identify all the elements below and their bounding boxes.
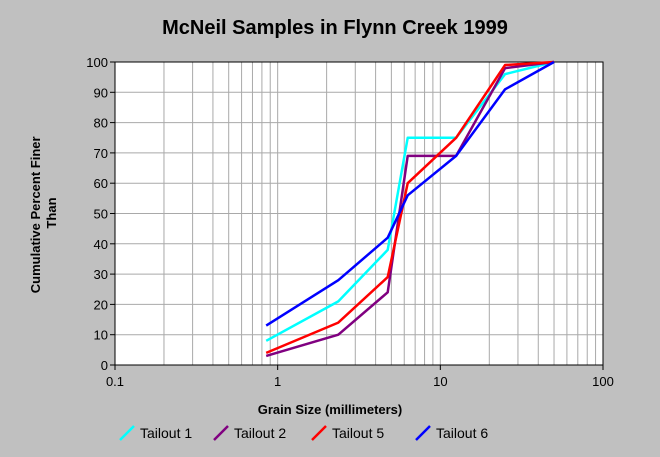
y-tick-label: 10	[94, 328, 108, 343]
legend-label: Tailout 6	[436, 425, 488, 441]
legend-swatch	[213, 425, 229, 441]
x-tick-label: 1	[274, 374, 281, 389]
series-line-4	[265, 60, 555, 327]
y-axis-title-line-2: Than	[44, 197, 59, 228]
legend-item-4: Tailout 6	[415, 425, 488, 441]
y-tick-label: 80	[94, 116, 108, 131]
series-line-3	[265, 60, 555, 355]
chart-title: McNeil Samples in Flynn Creek 1999	[162, 17, 508, 39]
y-tick-label: 60	[94, 176, 108, 191]
y-axis-title: Cumulative Percent Finer Than	[28, 133, 59, 293]
series-line-1	[265, 60, 555, 342]
x-axis-title: Grain Size (millimeters)	[258, 402, 403, 417]
x-tick-label: 0.1	[106, 374, 124, 389]
y-tick-label: 30	[94, 267, 108, 282]
series-line-2	[265, 60, 555, 358]
y-tick-label: 70	[94, 146, 108, 161]
y-tick-label: 40	[94, 237, 108, 252]
legend-swatch	[415, 425, 431, 441]
legend-label: Tailout 5	[332, 425, 384, 441]
legend-item-1: Tailout 1	[119, 425, 192, 441]
y-tick-label: 100	[86, 55, 108, 70]
legend-item-2: Tailout 2	[213, 425, 286, 441]
y-tick-label: 50	[94, 207, 108, 222]
legend-label: Tailout 2	[234, 425, 286, 441]
legend-item-3: Tailout 5	[311, 425, 384, 441]
legend-swatch	[311, 425, 327, 441]
legend-label: Tailout 1	[140, 425, 192, 441]
y-tick-label: 20	[94, 297, 108, 312]
legend: Tailout 1 Tailout 2 Tailout 5 Tailout 6	[119, 425, 488, 441]
x-tick-label: 100	[592, 374, 614, 389]
y-tick-label: 0	[101, 358, 108, 373]
x-tick-label: 10	[433, 374, 447, 389]
legend-swatch	[119, 425, 135, 441]
series-layer	[265, 60, 555, 358]
axis-ticks: 0 10 20 30 40 50 60 70 80 90 100 0.1 1 10 100	[86, 55, 614, 389]
y-axis-title-line-1: Cumulative Percent Finer	[28, 136, 43, 293]
y-tick-label: 90	[94, 85, 108, 100]
